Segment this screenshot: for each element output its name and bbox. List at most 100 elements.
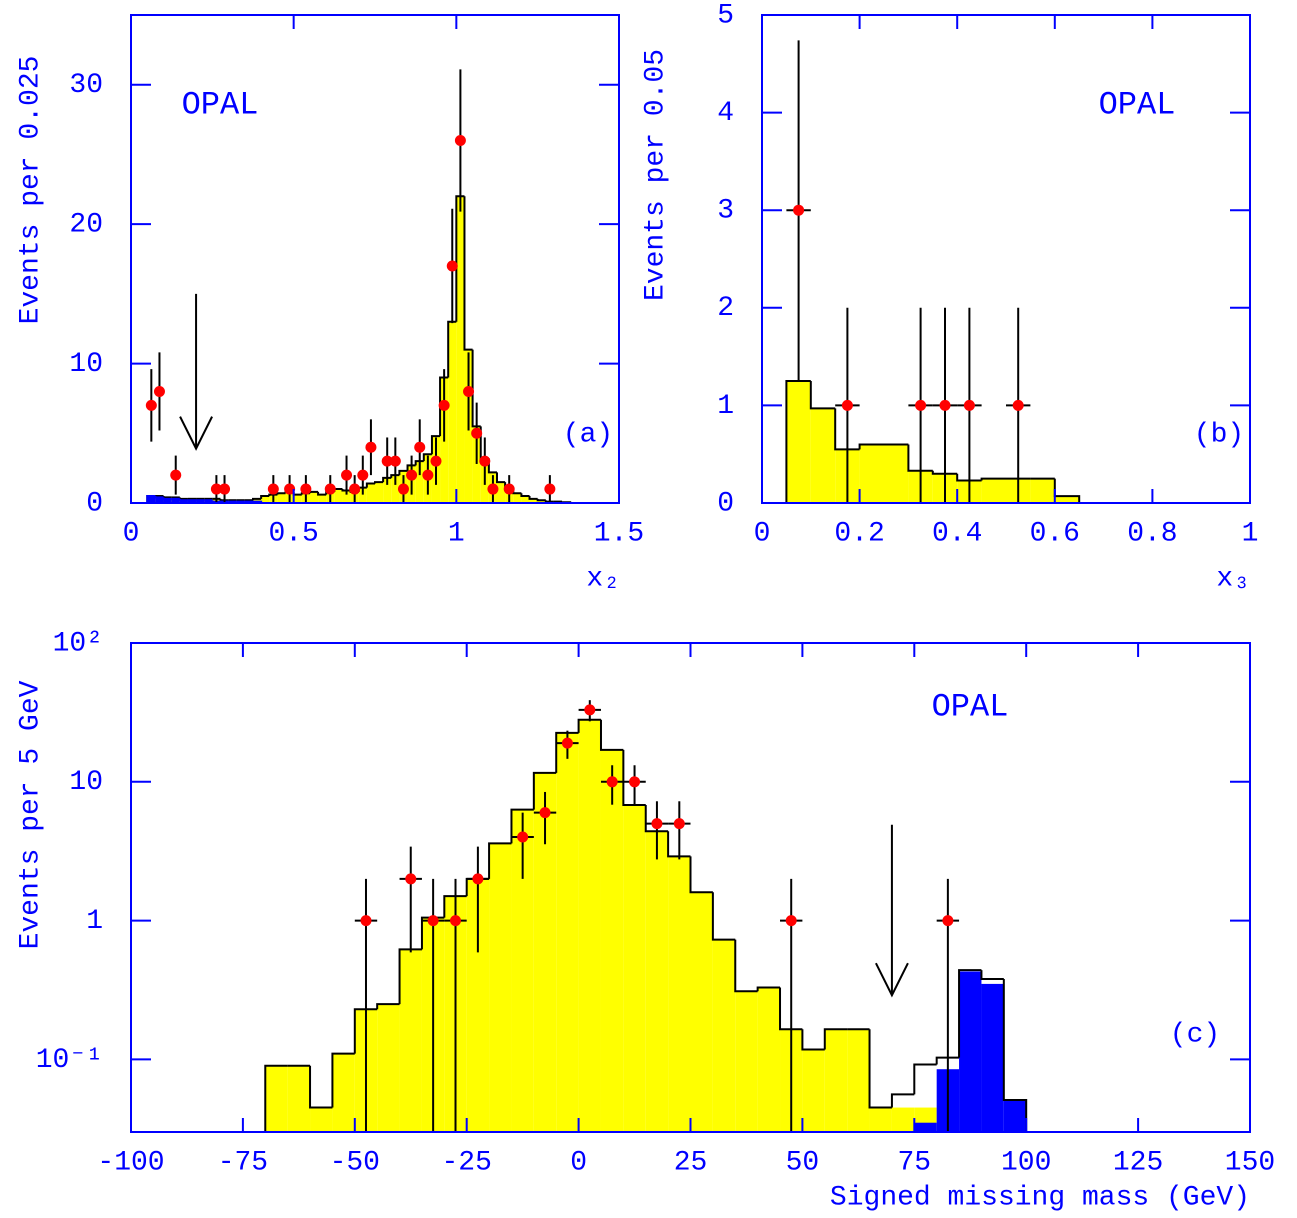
data-point [414,441,426,453]
histogram-outline [510,808,534,844]
histogram-outline [532,771,557,810]
histogram-outline [1002,978,1028,1132]
histogram-outline [162,497,172,500]
histogram-outline [555,731,579,773]
data-point [153,385,165,397]
data-point [472,873,484,885]
histogram-bar [147,496,156,503]
histogram-bar [171,498,180,503]
data-point [942,915,954,927]
histogram-bar [556,732,579,1132]
histogram-outline [374,481,384,484]
histogram-bar [981,478,1006,503]
histogram-bar [859,444,884,503]
data-point [405,873,417,885]
histogram-bar [786,381,811,503]
histogram-bar [399,949,422,1132]
histogram-bar [179,500,188,503]
histogram-bar [391,475,400,503]
histogram-bar [513,493,522,503]
histogram-outline [809,381,836,410]
histogram-bar [511,809,534,1132]
data-point [446,260,458,272]
histogram-outline [317,491,327,496]
histogram-outline [430,435,441,455]
histogram-outline [913,1063,937,1095]
plot-area [145,69,572,503]
histogram-bar [1030,478,1055,503]
histogram-outline [463,196,473,351]
histogram-outline [268,493,278,497]
cut-arrow-head [875,962,909,998]
panel: 0 0.5 1 1.5 0 10 20 30 x₂ Events per 0.025 OPAL (a) [15,14,644,594]
x-tick-label: 0 [570,1147,587,1178]
data-point [381,455,393,467]
panel: 0 0.2 0.4 0.6 0.8 1 0 1 2 3 4 5 x₃ Events per 0.05 OPA… [640,0,1258,594]
histogram-bar [204,500,213,503]
histogram-bar [261,496,270,503]
histogram-bar [448,321,457,503]
data-point [210,483,222,495]
histogram-bar [318,494,327,503]
histogram-bar [265,1065,288,1132]
y-tick-label: 10² [53,628,103,659]
histogram-outline [734,939,758,993]
data-point [503,483,515,495]
data-point [357,469,369,481]
y-tick-label: 10 [69,349,103,380]
y-tick-label: 4 [717,98,734,129]
histogram-outline [711,892,736,941]
data-point [427,915,439,927]
histogram-outline [146,495,156,503]
histogram-bar [1003,1100,1027,1132]
x-tick-label: -75 [218,1147,268,1178]
histogram-outline [644,805,669,833]
histogram-bar [529,498,538,503]
histogram-outline [276,492,286,495]
data-point [284,483,296,495]
histogram-bar [366,483,375,503]
data-point [360,915,372,927]
histogram-bar [334,489,343,503]
histogram-outline [622,749,646,807]
data-point [561,737,573,749]
histogram-bar [466,878,490,1132]
x-axis-label: x₃ [1216,563,1250,594]
x-axis-label: Signed missing mass (GeV) [830,1182,1250,1213]
histogram-bar [533,772,557,1132]
histogram-bar [668,856,691,1132]
histogram-bar [1054,496,1080,503]
histogram-outline [801,1029,825,1051]
y-tick-label: 20 [69,210,103,241]
plot-area [785,40,1081,503]
annotation: OPAL [182,86,259,123]
histogram-outline [365,482,375,488]
histogram-outline [264,1064,288,1132]
histogram-bar [309,491,319,503]
histogram-bar [358,487,367,503]
plot-area [264,700,1028,1132]
x-tick-label: 1.5 [594,518,644,549]
histogram-bar [757,987,781,1132]
data-point [389,455,401,467]
histogram-bar [891,1107,915,1132]
histogram-outline [471,349,481,428]
histogram-outline [376,1003,400,1010]
data-point [544,483,556,495]
histogram-bar [802,1049,825,1132]
histogram-outline [496,472,506,484]
histogram-bar [981,983,1004,1132]
histogram-outline [785,380,811,503]
annotation: OPAL [1099,86,1176,123]
histogram-bar [847,1029,870,1132]
data-point [1012,399,1024,411]
histogram-bar [155,497,164,503]
histogram-bar [497,482,506,503]
histogram-bar [375,482,384,503]
x-tick-label: 0.2 [834,518,884,549]
data-point [406,469,418,481]
data-point [517,831,529,843]
histogram-bar [645,831,669,1132]
histogram-outline [390,474,400,478]
data-point [539,807,551,819]
